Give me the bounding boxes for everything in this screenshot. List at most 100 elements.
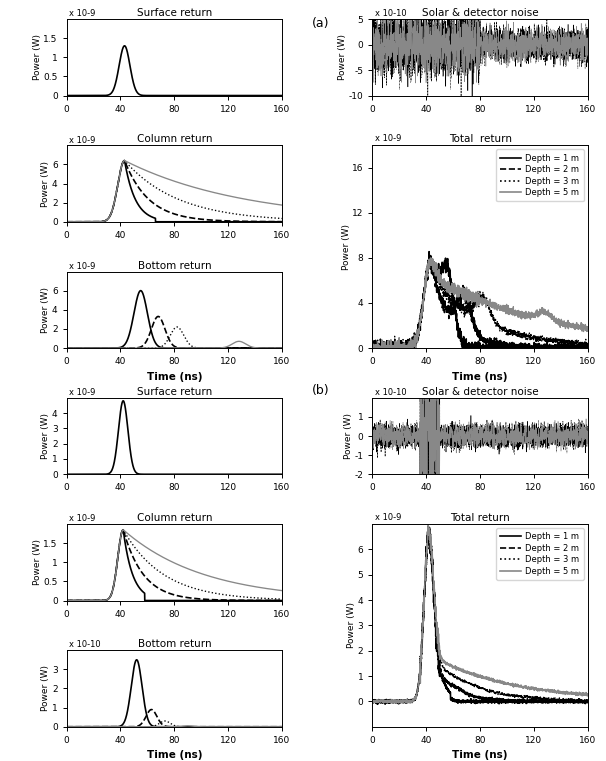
Depth = 2 m bbox=[426, 251, 433, 260]
Depth = 1 m bbox=[407, 696, 415, 705]
Depth = 3 m bbox=[407, 344, 415, 353]
Depth = 1 m bbox=[468, 355, 476, 365]
Title: Surface return: Surface return bbox=[137, 8, 212, 18]
Text: x 10-9: x 10-9 bbox=[69, 514, 95, 524]
Title: Bottom return: Bottom return bbox=[138, 261, 211, 271]
Text: (a): (a) bbox=[312, 17, 330, 30]
Depth = 3 m bbox=[584, 339, 591, 348]
Line: Depth = 2 m: Depth = 2 m bbox=[373, 531, 588, 704]
Depth = 1 m bbox=[395, 699, 402, 708]
Depth = 2 m bbox=[407, 696, 415, 705]
Depth = 3 m bbox=[518, 693, 525, 702]
Depth = 5 m bbox=[425, 520, 432, 529]
Title: Bottom return: Bottom return bbox=[138, 639, 211, 649]
Depth = 3 m bbox=[426, 524, 433, 533]
Y-axis label: Power (W): Power (W) bbox=[342, 224, 350, 269]
Depth = 2 m bbox=[518, 696, 525, 705]
Depth = 1 m bbox=[584, 345, 591, 354]
Depth = 5 m bbox=[370, 352, 377, 361]
Depth = 5 m bbox=[407, 697, 415, 706]
Depth = 2 m bbox=[584, 696, 591, 705]
Depth = 3 m bbox=[396, 353, 403, 362]
Depth = 2 m bbox=[369, 697, 376, 706]
X-axis label: Time (ns): Time (ns) bbox=[453, 371, 508, 381]
Y-axis label: Power (W): Power (W) bbox=[344, 413, 353, 459]
Y-axis label: Power (W): Power (W) bbox=[41, 287, 50, 333]
Text: (b): (b) bbox=[312, 384, 330, 397]
Line: Depth = 1 m: Depth = 1 m bbox=[373, 527, 588, 704]
Depth = 1 m bbox=[571, 696, 578, 705]
Depth = 2 m bbox=[467, 689, 474, 698]
Y-axis label: Power (W): Power (W) bbox=[33, 34, 42, 80]
Title: Solar & detector noise: Solar & detector noise bbox=[422, 387, 539, 397]
Depth = 3 m bbox=[467, 679, 474, 688]
Title: Total  return: Total return bbox=[448, 135, 511, 145]
Line: Depth = 1 m: Depth = 1 m bbox=[373, 252, 588, 360]
Text: x 10-9: x 10-9 bbox=[69, 135, 95, 145]
Depth = 1 m bbox=[425, 247, 433, 256]
Depth = 2 m bbox=[571, 695, 578, 704]
Depth = 5 m bbox=[479, 298, 487, 307]
Line: Depth = 2 m: Depth = 2 m bbox=[373, 256, 588, 357]
Depth = 2 m bbox=[467, 302, 474, 311]
Depth = 3 m bbox=[369, 696, 376, 705]
Y-axis label: Power (W): Power (W) bbox=[41, 666, 50, 712]
Text: x 10-9: x 10-9 bbox=[375, 134, 401, 143]
Title: Total return: Total return bbox=[450, 513, 510, 524]
Depth = 3 m bbox=[467, 307, 474, 316]
Depth = 3 m bbox=[584, 696, 591, 705]
Depth = 5 m bbox=[467, 669, 474, 678]
Depth = 3 m bbox=[479, 683, 487, 692]
Depth = 3 m bbox=[426, 253, 433, 262]
Depth = 1 m bbox=[518, 696, 525, 705]
Depth = 1 m bbox=[479, 696, 487, 705]
Depth = 5 m bbox=[373, 347, 381, 356]
Depth = 5 m bbox=[518, 680, 525, 689]
Legend: Depth = 1 m, Depth = 2 m, Depth = 3 m, Depth = 5 m: Depth = 1 m, Depth = 2 m, Depth = 3 m, D… bbox=[496, 149, 584, 201]
Depth = 1 m bbox=[373, 346, 380, 355]
Title: Surface return: Surface return bbox=[137, 387, 212, 397]
Depth = 1 m bbox=[467, 696, 474, 705]
Depth = 3 m bbox=[373, 697, 380, 706]
Depth = 5 m bbox=[407, 336, 415, 345]
Depth = 5 m bbox=[369, 697, 376, 706]
Depth = 3 m bbox=[571, 696, 578, 705]
Depth = 5 m bbox=[427, 253, 435, 263]
Depth = 1 m bbox=[479, 344, 487, 353]
Depth = 3 m bbox=[386, 699, 393, 708]
Depth = 2 m bbox=[383, 352, 390, 361]
Depth = 1 m bbox=[369, 342, 376, 351]
Depth = 2 m bbox=[571, 343, 578, 352]
Depth = 5 m bbox=[369, 345, 376, 354]
X-axis label: Time (ns): Time (ns) bbox=[147, 750, 202, 760]
Line: Depth = 5 m: Depth = 5 m bbox=[373, 258, 588, 356]
Depth = 5 m bbox=[571, 689, 578, 698]
Depth = 5 m bbox=[479, 672, 487, 681]
Depth = 3 m bbox=[479, 288, 487, 297]
Depth = 1 m bbox=[518, 342, 525, 351]
Title: Column return: Column return bbox=[136, 513, 212, 524]
Depth = 1 m bbox=[571, 342, 578, 351]
Depth = 5 m bbox=[518, 311, 525, 320]
Depth = 2 m bbox=[374, 699, 381, 708]
Depth = 3 m bbox=[518, 333, 525, 342]
Depth = 2 m bbox=[584, 342, 591, 352]
Depth = 1 m bbox=[467, 339, 474, 349]
Text: x 10-9: x 10-9 bbox=[69, 388, 95, 397]
Depth = 2 m bbox=[373, 345, 380, 355]
Depth = 1 m bbox=[584, 698, 591, 707]
Text: x 10-10: x 10-10 bbox=[375, 388, 406, 397]
Depth = 2 m bbox=[407, 340, 415, 349]
Depth = 2 m bbox=[518, 342, 525, 351]
Y-axis label: Power (W): Power (W) bbox=[347, 603, 356, 648]
Depth = 3 m bbox=[407, 696, 415, 705]
Y-axis label: Power (W): Power (W) bbox=[41, 413, 50, 459]
Depth = 2 m bbox=[479, 333, 487, 342]
Depth = 5 m bbox=[389, 699, 396, 708]
Depth = 2 m bbox=[369, 343, 376, 352]
X-axis label: Time (ns): Time (ns) bbox=[453, 750, 508, 760]
Legend: Depth = 1 m, Depth = 2 m, Depth = 3 m, Depth = 5 m: Depth = 1 m, Depth = 2 m, Depth = 3 m, D… bbox=[496, 528, 584, 580]
Depth = 5 m bbox=[584, 326, 591, 336]
Depth = 5 m bbox=[467, 295, 474, 304]
Depth = 2 m bbox=[427, 527, 434, 536]
